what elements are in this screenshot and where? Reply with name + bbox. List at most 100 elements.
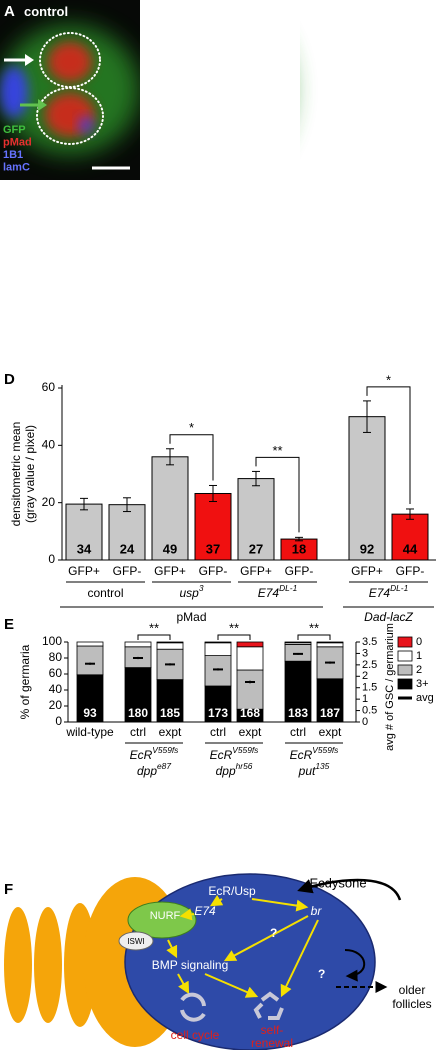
group-label-base: E74 — [258, 586, 280, 600]
arrow-head — [25, 229, 34, 241]
background — [145, 185, 295, 375]
group-label: EcRV559fs — [130, 745, 180, 762]
x-tick-label: wild-type — [65, 725, 114, 739]
panel-letter: E — [4, 616, 14, 633]
outline — [201, 205, 265, 265]
older-follicles: older — [399, 983, 426, 997]
bar-count: 180 — [128, 706, 148, 720]
y-tick-label: 0 — [48, 552, 55, 566]
y-tick-label: 20 — [42, 495, 56, 509]
legend-label: 1 — [416, 650, 422, 662]
y-axis-label: densitometric mean — [9, 422, 23, 527]
bar-count: 37 — [206, 541, 220, 556]
stain-label: pMad — [3, 136, 32, 148]
bar-segment — [76, 674, 104, 723]
panel-title: E74DL-1 — [324, 2, 367, 19]
ecr-usp: EcR/Usp — [208, 884, 256, 898]
panel-letter: D — [4, 371, 15, 388]
cell-cycle-icon — [180, 992, 206, 1022]
pmad-signal — [48, 42, 92, 82]
bar-segment — [236, 641, 264, 648]
significance-bracket — [217, 634, 251, 640]
micrograph-gray: A' pMad — [0, 185, 145, 375]
arrow-head — [343, 119, 352, 131]
x-tick-label: GFP+ — [240, 564, 272, 578]
bar-count: 93 — [83, 706, 97, 720]
group-label-base: usp — [179, 586, 199, 600]
bar-count: 44 — [403, 541, 418, 556]
x-tick-label: GFP+ — [351, 564, 383, 578]
legend-swatch — [397, 636, 413, 648]
outline — [32, 262, 98, 318]
arrow — [177, 973, 190, 995]
lamc-signal — [199, 132, 211, 148]
arrow-head — [38, 99, 47, 111]
significance: * — [386, 372, 391, 387]
outline — [342, 98, 418, 152]
arrow — [297, 878, 402, 901]
x-tick-label: ctrl — [210, 725, 226, 739]
significance-bracket — [255, 456, 300, 533]
panel-letter: A' — [4, 193, 18, 210]
y-tick-label: 100 — [42, 634, 62, 648]
significance-bracket — [137, 634, 171, 640]
pmad-signal — [5, 255, 25, 275]
bar-count: 49 — [163, 541, 177, 556]
nurf-label: NURF — [150, 910, 181, 922]
y-axis-label: (gray value / pixel) — [23, 425, 37, 523]
nurf-complex — [127, 901, 197, 939]
group-label-sup: V559fs — [152, 745, 179, 755]
significance-bracket — [366, 386, 411, 504]
group-label: dppe87 — [137, 761, 171, 778]
y-tick-label: 80 — [49, 650, 63, 664]
panel-title-base: E74 — [324, 4, 348, 19]
outline — [198, 25, 262, 85]
group-label-sup: 3 — [199, 583, 204, 593]
group-label-sup: 135 — [315, 761, 329, 771]
bar-count: 168 — [240, 706, 260, 720]
arrow-head — [187, 49, 196, 61]
significance: * — [189, 420, 194, 435]
panel-title-base: control — [24, 4, 68, 19]
bar-segment — [284, 644, 312, 662]
arrow — [166, 939, 178, 959]
pmad-signal — [342, 273, 378, 297]
group-label: dpphr56 — [216, 761, 253, 778]
legend-label: 0 — [416, 636, 422, 648]
significance: ** — [149, 620, 159, 635]
bar-count: 34 — [77, 541, 92, 556]
stain-label: lamC — [3, 161, 30, 173]
bar-segment — [316, 642, 344, 648]
arrow — [223, 915, 309, 962]
panel-title: usp3 — [174, 2, 202, 19]
significance-bracket — [169, 434, 214, 481]
group-label-sup: hr56 — [236, 761, 253, 771]
iswi — [118, 931, 154, 951]
y2-axis-label: avg # of GSC / germarium — [384, 623, 396, 751]
panel-letter: B — [154, 3, 165, 20]
micrograph-gray: B' — [145, 185, 295, 375]
group-label-sup: DL-1 — [390, 583, 408, 593]
y-tick-label: 40 — [49, 682, 63, 696]
pmad-signal — [360, 102, 410, 138]
legend-label: 2 — [416, 664, 422, 676]
section-label: Dad-lacZ — [364, 610, 413, 624]
y2-tick-label: 3.5 — [362, 636, 377, 648]
arrow-head — [338, 314, 347, 326]
panel-title-sup: DL-1 — [347, 2, 367, 12]
gfp-signal — [0, 25, 140, 155]
panel-title-sup: 3 — [197, 2, 202, 12]
y2-tick-label: 0.5 — [362, 704, 377, 716]
follicle — [4, 907, 32, 1023]
stain-label: GFP — [3, 124, 26, 136]
self-renewal: renewal — [251, 1036, 293, 1050]
group-label-base: dpp — [216, 764, 236, 778]
bar-segment — [204, 655, 232, 687]
bar-count: 18 — [292, 541, 306, 556]
group-label: E74DL-1 — [258, 583, 298, 600]
arrow-head — [25, 54, 34, 66]
panel-letter: C — [304, 3, 315, 20]
background — [295, 0, 440, 185]
legend-swatch — [397, 650, 413, 662]
